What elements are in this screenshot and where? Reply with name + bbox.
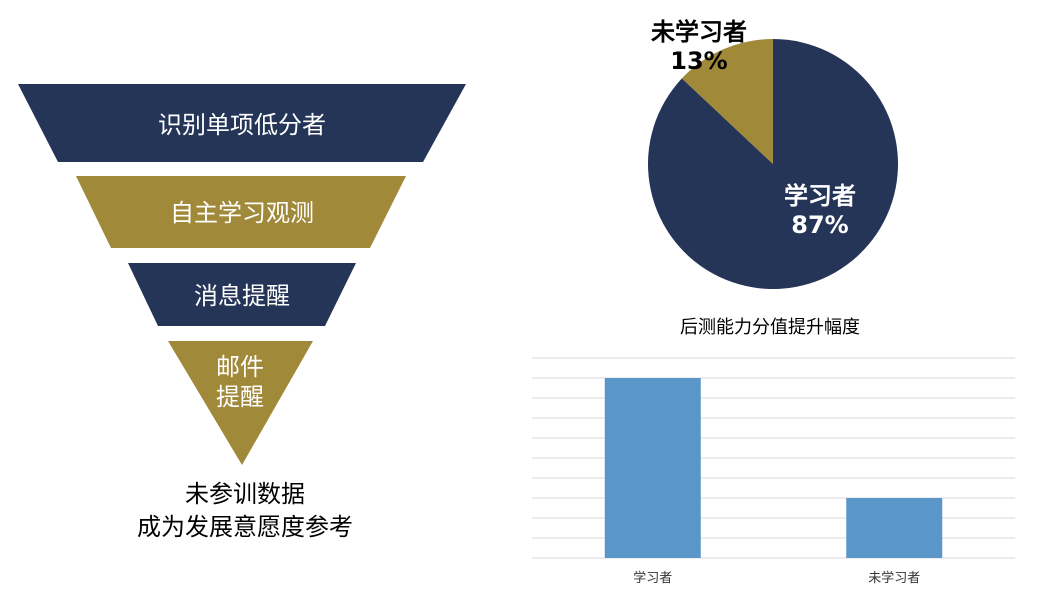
pie-value-learners: 87% [791,211,849,239]
funnel-stage-1-label: 识别单项低分者 [158,111,326,139]
pie-label-non-learners: 未学习者 [651,18,747,46]
pie-slice-non-learners [681,39,773,164]
funnel-stage-4-shape [168,341,313,465]
funnel-stage-4-label: 邮件 提醒 [216,353,264,411]
bar-chart-gridlines [532,357,1015,559]
bar-chart-title: 后测能力分值提升幅度 [680,317,860,338]
funnel-stage-2-label: 自主学习观测 [170,199,314,227]
pie-label-learners: 学习者 [784,182,856,210]
funnel-stage-3-label: 消息提醒 [194,282,290,310]
bar-non-learners [846,498,943,558]
bar-learners [604,378,701,558]
funnel-stage-2-shape [76,176,406,248]
pie-value-non-learners: 13% [670,47,728,75]
funnel-caption: 未参训数据 成为发展意愿度参考 [137,480,353,541]
bar-x-tick-learners: 学习者 [633,571,673,586]
funnel-stage-3-shape [128,263,356,326]
funnel-stage-1-shape [18,84,466,162]
bar-x-tick-non-learners: 未学习者 [868,571,921,586]
